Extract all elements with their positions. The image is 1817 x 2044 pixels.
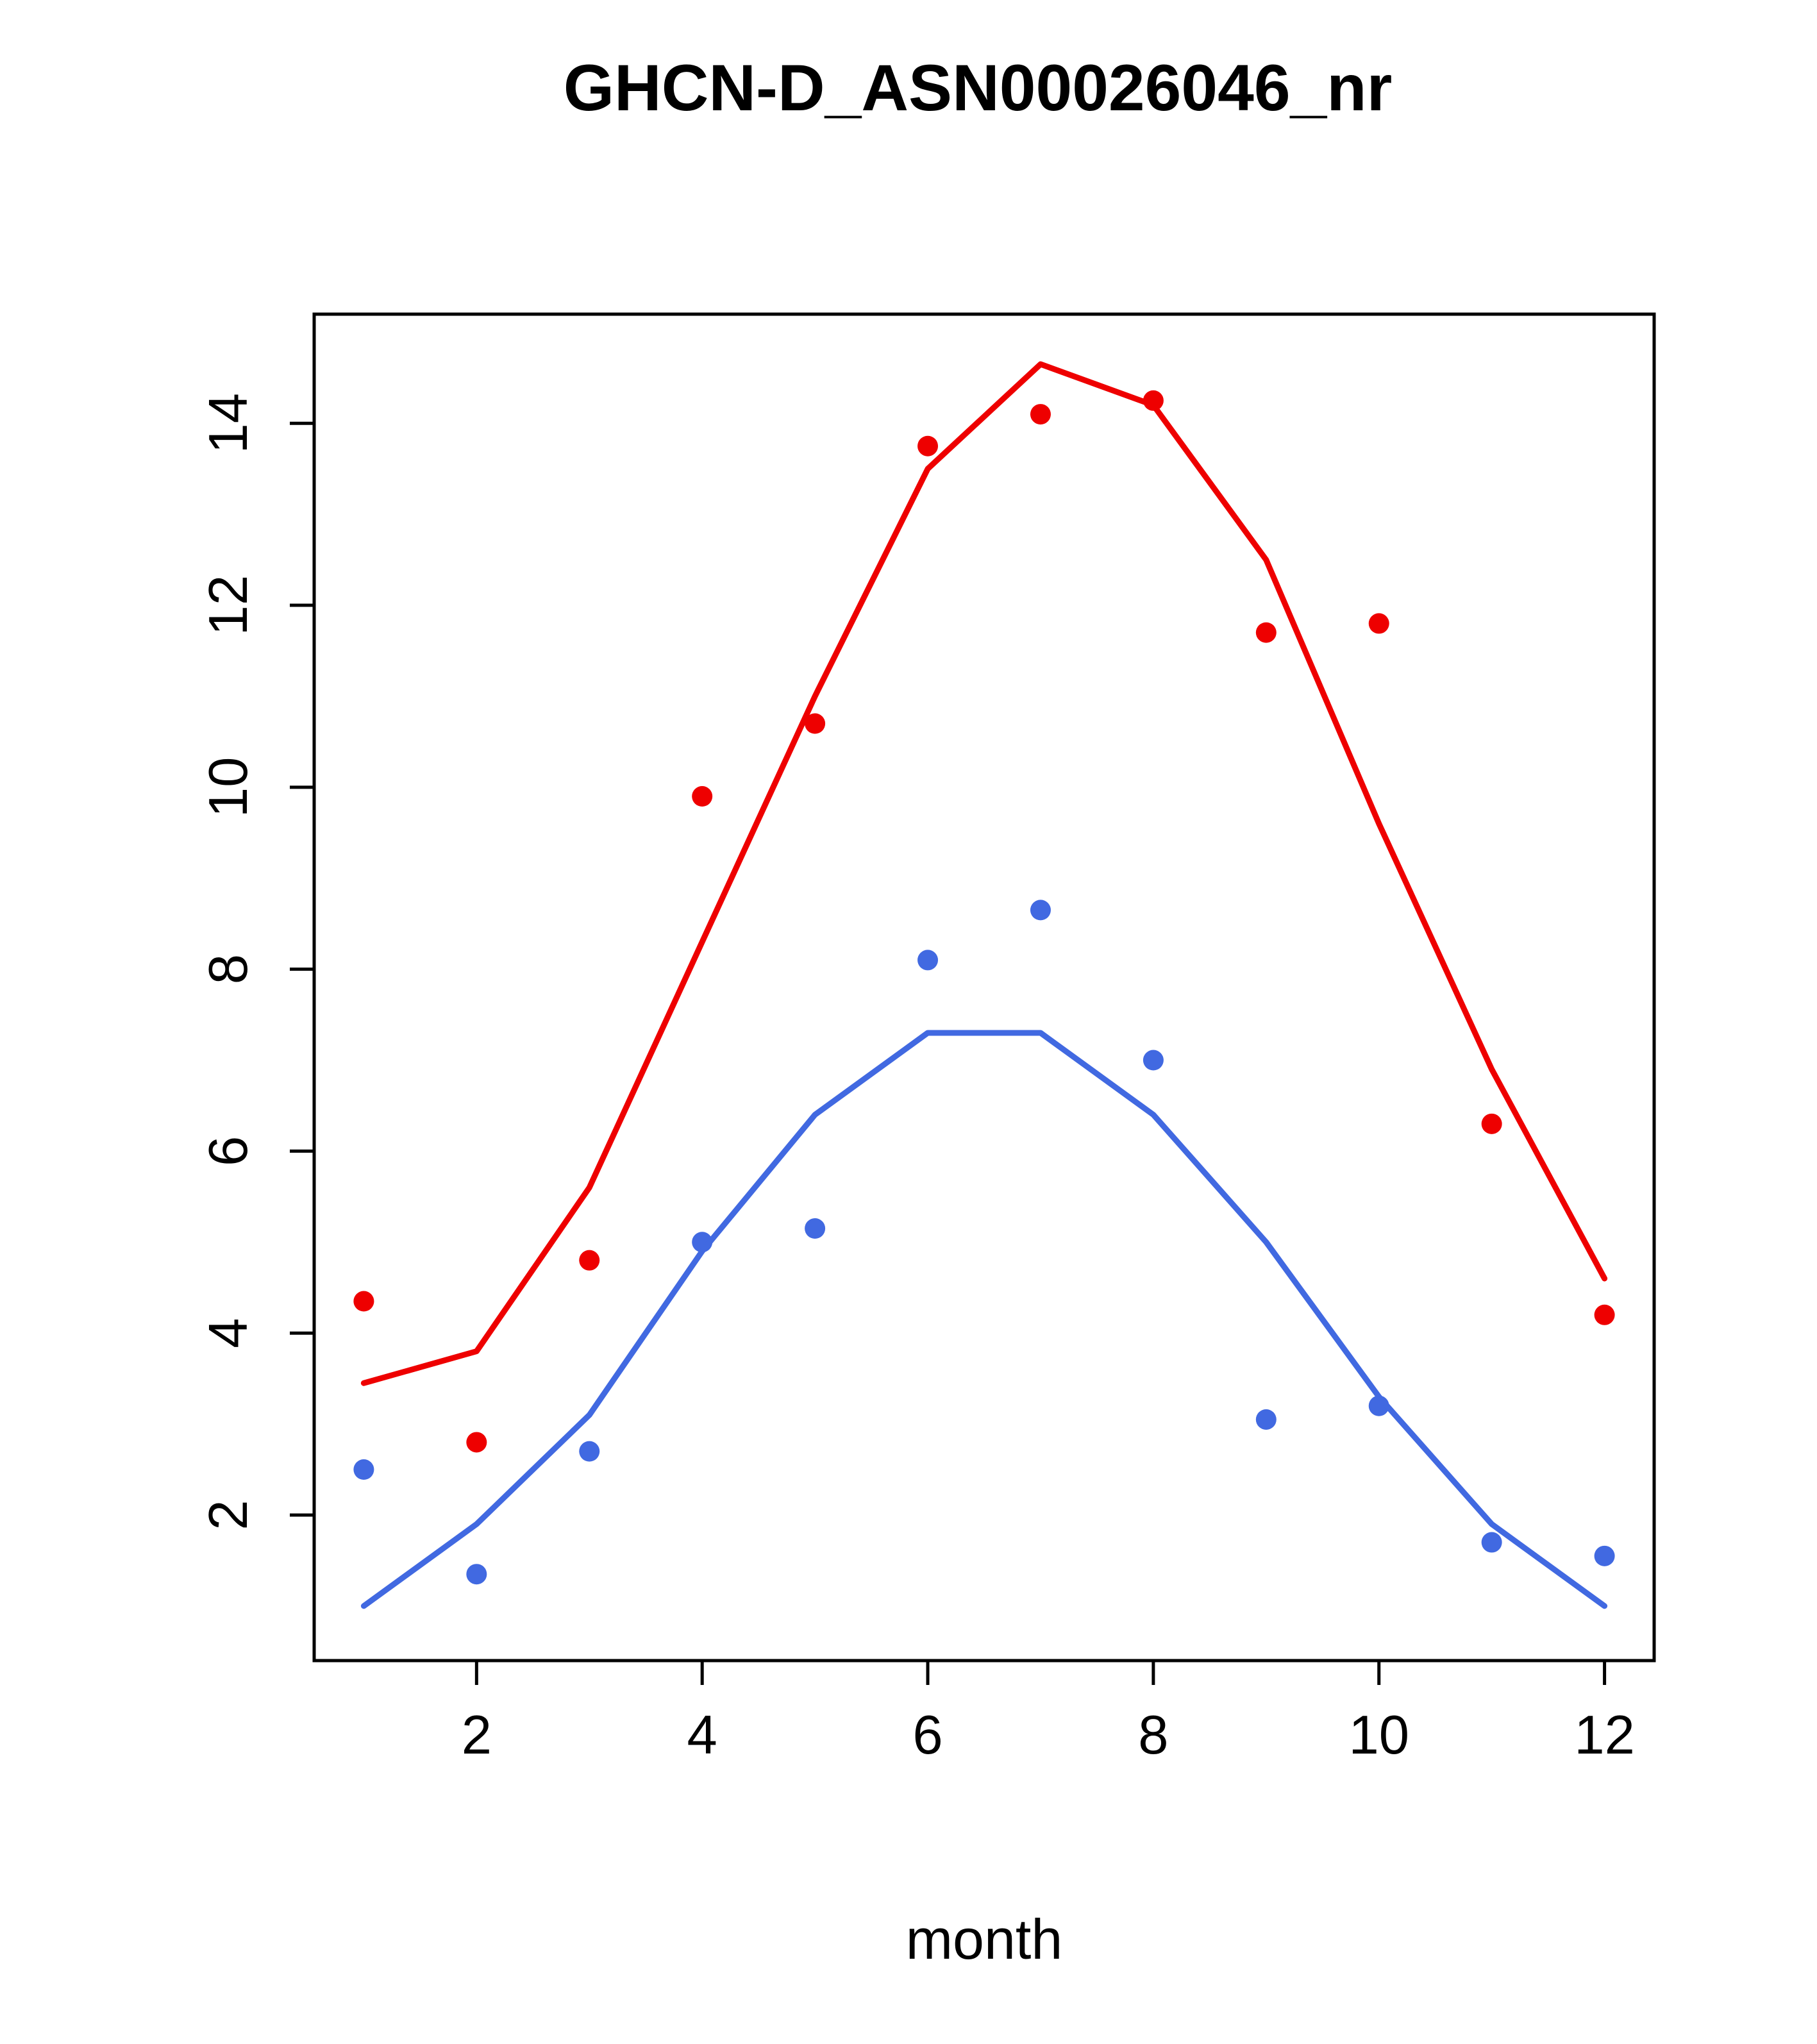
- x-tick-label: 4: [687, 1705, 717, 1766]
- blue-observations-point: [1143, 1050, 1164, 1071]
- red-observations-point: [917, 435, 939, 457]
- y-tick-label: 2: [198, 1500, 259, 1530]
- blue-observations-point: [579, 1441, 600, 1462]
- red-observations-point: [1368, 613, 1389, 634]
- x-tick-label: 2: [462, 1705, 492, 1766]
- x-tick-label: 10: [1348, 1705, 1409, 1766]
- red-observations-point: [805, 713, 826, 734]
- blue-observations-point: [1255, 1409, 1277, 1430]
- y-tick-label: 14: [198, 393, 259, 454]
- plot-content: 2 4 6 8 10 12 2 4 6 8 10 12 14: [198, 312, 1656, 1766]
- red-observations-point: [1481, 1113, 1502, 1134]
- plot-border: [312, 312, 1656, 1663]
- x-axis-label: month: [906, 1907, 1063, 1971]
- blue-observations-point: [917, 950, 939, 971]
- y-tick-label: 4: [198, 1318, 259, 1348]
- red-observations-point: [1030, 404, 1051, 425]
- x-tick-label: 8: [1138, 1705, 1168, 1766]
- red-observations-point: [353, 1291, 374, 1312]
- blue-observations-point: [805, 1218, 826, 1239]
- red-observations-point: [466, 1432, 487, 1453]
- blue-observations-point: [466, 1564, 487, 1585]
- red-observations-point: [692, 786, 713, 807]
- y-tick-label: 6: [198, 1136, 259, 1166]
- x-tick-label: 12: [1574, 1705, 1635, 1766]
- blue-observations-point: [1481, 1532, 1502, 1553]
- red-observations-point: [1594, 1304, 1615, 1325]
- y-tick-label: 8: [198, 954, 259, 984]
- y-tick-label: 12: [198, 575, 259, 636]
- red-observations-point: [1255, 622, 1277, 643]
- x-tick-label: 6: [912, 1705, 942, 1766]
- blue-observations-point: [353, 1459, 374, 1480]
- y-tick-label: 10: [198, 757, 259, 818]
- red-fit-line-path: [360, 361, 1608, 1386]
- red-observations-point: [579, 1250, 600, 1271]
- blue-observations-point: [1594, 1545, 1615, 1566]
- blue-fit-line-path: [360, 1030, 1608, 1609]
- blue-observations-point: [1030, 900, 1051, 921]
- chart-title: GHCN-D_ASN00026046_nr: [564, 51, 1393, 124]
